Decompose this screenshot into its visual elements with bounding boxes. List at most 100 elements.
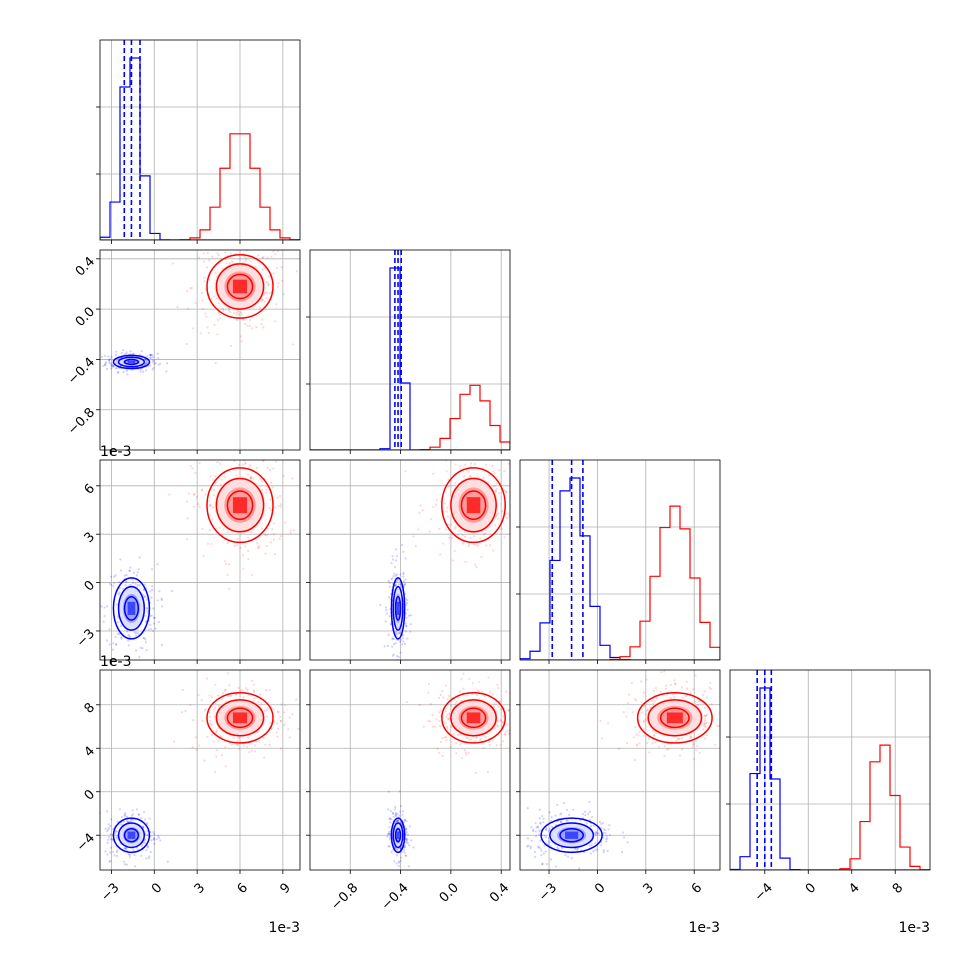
sample-point [107,826,110,830]
sample-point [402,640,405,643]
sample-point [402,810,405,813]
sample-point [667,747,670,751]
sample-point [391,638,394,641]
sample-point [602,849,605,852]
sample-point [510,746,512,748]
sample-point [229,344,232,348]
sample-point [510,489,512,491]
y-tick-label: −0.4 [65,355,98,388]
sample-point [389,623,393,626]
sample-point [458,690,462,693]
sample-point [464,560,467,563]
panel-frame [729,669,931,871]
sample-point [247,549,250,553]
sample-point [209,475,212,478]
sample-point [507,709,510,712]
sample-point [267,283,270,286]
sample-point [704,718,707,721]
sample-point [469,474,472,478]
sample-point [125,351,128,354]
sample-point [154,361,157,365]
density-peak-cell [396,601,400,615]
sample-point [704,737,707,740]
sample-point [217,705,220,708]
x-tick-label: 0.4 [487,880,512,905]
sample-point [151,359,154,362]
sample-point [406,841,409,845]
sample-point [115,350,118,353]
sample-point [395,559,398,562]
sample-point [109,837,112,841]
sample-point [114,367,117,370]
sample-point [220,753,224,757]
sample-point [251,679,254,683]
sample-point [491,464,494,468]
sample-point [266,281,269,285]
sample-point [489,544,492,547]
sample-point [468,677,471,680]
sample-point [143,595,146,598]
sample-point [454,482,457,485]
sample-point [387,844,390,848]
sample-point [399,859,402,862]
sample-point [291,477,294,480]
sample-point [222,528,225,531]
sample-point [153,616,157,620]
sample-point [399,638,403,641]
sample-point [503,489,506,492]
sample-point [588,810,592,813]
sample-point [201,719,204,723]
sample-point [265,544,268,548]
sample-point [402,571,405,574]
sample-point [641,711,644,714]
sample-point [445,739,448,742]
sample-point [123,863,126,866]
sample-point [479,537,482,540]
sample-point [388,836,392,839]
sample-point [125,815,129,818]
sample-point [109,358,112,361]
sample-point [199,332,202,335]
offset-text-col3: 1e-3 [899,920,930,936]
sample-point [643,720,646,723]
sample-point [387,833,390,836]
sample-point [261,460,265,462]
sample-point [379,603,382,607]
sample-point [397,655,401,659]
sample-point [144,595,147,598]
sample-point [228,587,231,590]
sample-point [387,633,390,636]
sample-point [272,467,275,470]
sample-point [393,860,396,863]
sample-point [550,816,553,819]
sample-point [133,854,136,857]
sample-point [148,817,151,820]
sample-point [484,735,487,739]
sample-point [534,830,537,833]
sample-point [452,733,455,736]
sample-point [439,714,442,717]
sample-point [151,354,154,357]
sample-point [123,813,126,816]
sample-point [392,637,395,640]
sample-point [189,287,192,290]
sample-point [224,251,227,254]
sample-point [530,826,533,829]
sample-point [660,671,663,674]
sample-point [405,820,408,823]
sample-point [238,736,241,739]
contour-line [559,827,584,843]
sample-point [247,466,251,469]
sample-point [432,472,435,475]
sample-point [267,284,270,287]
sample-point [704,726,707,729]
sample-point [214,362,217,365]
sample-point [108,860,111,863]
sample-point [534,822,537,825]
sample-point [250,749,253,752]
sample-point [557,847,560,850]
sample-point [131,813,135,816]
sample-point [123,860,126,863]
contour-line [390,817,406,854]
sample-point [404,470,407,473]
